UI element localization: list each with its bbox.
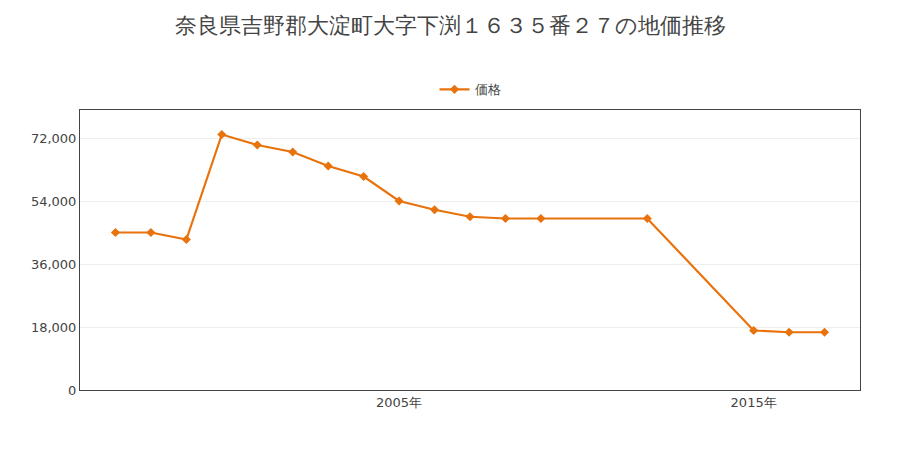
svg-text:54,000: 54,000 — [31, 194, 77, 209]
svg-text:2015年: 2015年 — [731, 395, 777, 410]
svg-text:価格: 価格 — [475, 82, 501, 97]
svg-text:奈良県吉野郡大淀町大字下渕１６３５番２７の地価推移: 奈良県吉野郡大淀町大字下渕１６３５番２７の地価推移 — [175, 13, 726, 38]
svg-text:18,000: 18,000 — [31, 320, 77, 335]
svg-text:0: 0 — [68, 383, 76, 398]
svg-text:36,000: 36,000 — [31, 257, 77, 272]
svg-text:2005年: 2005年 — [376, 395, 422, 410]
svg-text:72,000: 72,000 — [31, 131, 77, 146]
